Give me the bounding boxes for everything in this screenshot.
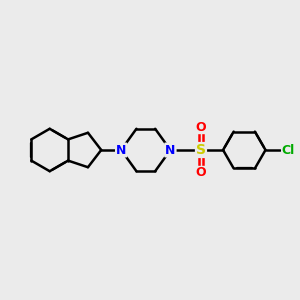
Text: O: O xyxy=(196,121,206,134)
Text: N: N xyxy=(165,143,176,157)
Text: Cl: Cl xyxy=(282,143,295,157)
Text: N: N xyxy=(116,143,126,157)
Text: O: O xyxy=(196,167,206,179)
Text: S: S xyxy=(196,143,206,157)
